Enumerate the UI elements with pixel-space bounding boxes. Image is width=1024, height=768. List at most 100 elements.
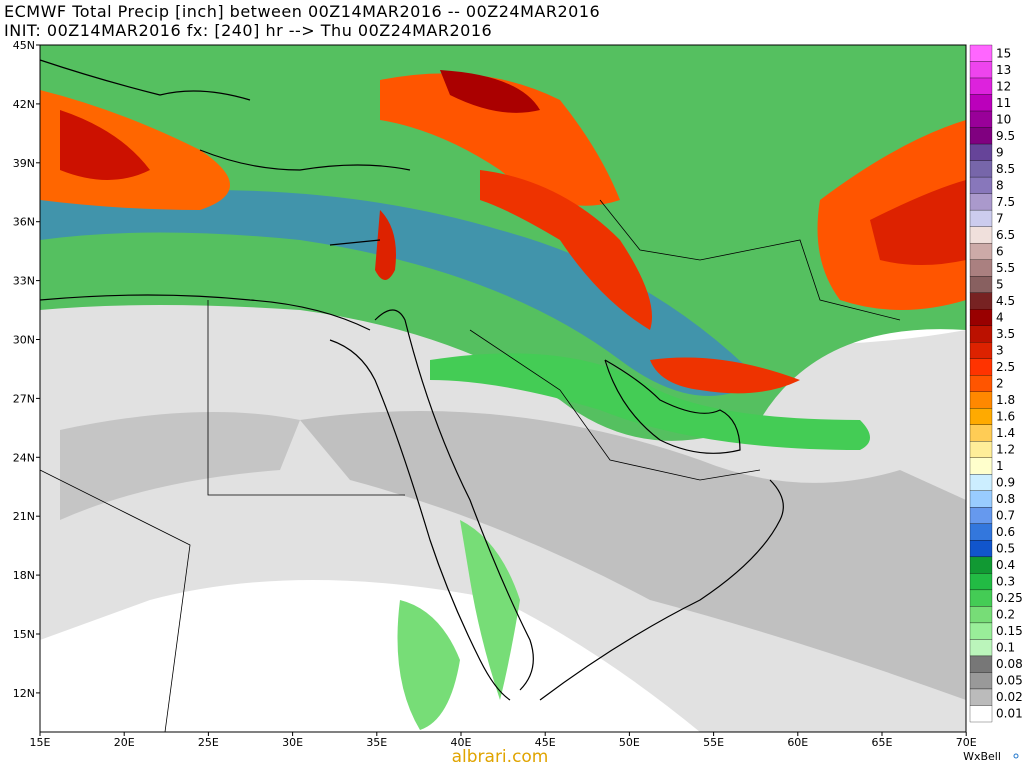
colorbar-swatch bbox=[969, 655, 993, 673]
colorbar-label: 5.5 bbox=[996, 261, 1015, 275]
lon-label: 70E bbox=[956, 736, 977, 749]
colorbar-label: 0.25 bbox=[996, 591, 1023, 605]
colorbar-swatch bbox=[969, 292, 993, 310]
colorbar-label: 8 bbox=[996, 178, 1004, 192]
colorbar-label: 1 bbox=[996, 459, 1004, 473]
lon-axis: 15E 20E 25E 30E 35E 40E 45E 50E 55E 60E 65E 70E bbox=[30, 732, 977, 749]
colorbar-swatch bbox=[969, 474, 993, 491]
colorbar-label: 0.02 bbox=[996, 690, 1023, 704]
colorbar-swatch bbox=[969, 408, 993, 425]
colorbar-swatch bbox=[969, 573, 993, 591]
colorbar-swatch bbox=[969, 309, 993, 326]
lon-label: 15E bbox=[30, 736, 51, 749]
colorbar-swatch bbox=[969, 556, 993, 574]
colorbar-label: 1.8 bbox=[996, 393, 1015, 407]
map-frame bbox=[39, 44, 967, 733]
colorbar-label: 12 bbox=[996, 79, 1011, 93]
colorbar-label: 0.6 bbox=[996, 525, 1015, 539]
colorbar-swatch bbox=[969, 540, 993, 558]
colorbar-swatch bbox=[969, 589, 993, 607]
colorbar-swatch bbox=[969, 61, 993, 79]
colorbar-label: 2 bbox=[996, 377, 1004, 391]
colorbar-swatch bbox=[969, 672, 993, 690]
colorbar-label: 0.4 bbox=[996, 558, 1015, 572]
colorbar-label: 15 bbox=[996, 46, 1011, 60]
colorbar-label: 6.5 bbox=[996, 228, 1015, 242]
colorbar-swatch bbox=[969, 143, 993, 161]
colorbar-label: 0.9 bbox=[996, 476, 1015, 490]
colorbar-label: 5 bbox=[996, 277, 1004, 291]
colorbar-swatch bbox=[969, 44, 993, 62]
colorbar-swatch bbox=[969, 193, 993, 211]
lat-axis: 45N 42N 39N 36N 33N 30N 27N 24N 21N 18N 15N 12N bbox=[13, 39, 40, 700]
colorbar-label: 1.4 bbox=[996, 426, 1015, 440]
lon-label: 50E bbox=[619, 736, 640, 749]
colorbar-label: 13 bbox=[996, 63, 1011, 77]
lat-label: 21N bbox=[13, 510, 35, 523]
lat-label: 42N bbox=[13, 98, 35, 111]
colorbar-swatch bbox=[969, 176, 993, 194]
colorbar-swatch bbox=[969, 441, 993, 458]
colorbar-swatch bbox=[969, 259, 993, 277]
colorbar-label: 1.6 bbox=[996, 410, 1015, 424]
brand-icon bbox=[1013, 753, 1019, 759]
colorbar-swatch bbox=[969, 94, 993, 112]
coastlines bbox=[39, 59, 784, 701]
colorbar-swatch bbox=[969, 424, 993, 442]
watermark: albrari.com bbox=[452, 747, 549, 767]
colorbar-label: 0.8 bbox=[996, 492, 1015, 506]
colorbar-swatch bbox=[969, 705, 993, 723]
colorbar: 15131211109.598.587.576.565.554.543.532.… bbox=[969, 44, 1023, 723]
colorbar-swatch bbox=[969, 490, 993, 508]
colorbar-swatch bbox=[969, 276, 993, 293]
lon-label: 30E bbox=[282, 736, 303, 749]
brand: WxBell bbox=[963, 750, 1001, 763]
colorbar-label: 0.05 bbox=[996, 674, 1023, 688]
lat-label: 18N bbox=[13, 569, 35, 582]
lat-label: 15N bbox=[13, 628, 35, 641]
colorbar-label: 3.5 bbox=[996, 327, 1015, 341]
colorbar-swatch bbox=[969, 622, 993, 640]
colorbar-label: 7.5 bbox=[996, 195, 1015, 209]
lat-label: 45N bbox=[13, 39, 35, 52]
lon-label: 20E bbox=[114, 736, 135, 749]
colorbar-label: 11 bbox=[996, 96, 1011, 110]
colorbar-swatch bbox=[969, 523, 993, 541]
colorbar-swatch bbox=[969, 507, 993, 525]
lat-label: 27N bbox=[13, 392, 35, 405]
lat-label: 39N bbox=[13, 157, 35, 170]
colorbar-label: 3 bbox=[996, 343, 1004, 357]
colorbar-swatch bbox=[969, 110, 993, 128]
colorbar-label: 1.2 bbox=[996, 443, 1015, 457]
colorbar-label: 0.3 bbox=[996, 575, 1015, 589]
colorbar-swatch bbox=[969, 325, 993, 343]
colorbar-label: 4.5 bbox=[996, 294, 1015, 308]
colorbar-swatch bbox=[969, 127, 993, 145]
colorbar-label: 0.01 bbox=[996, 707, 1023, 721]
borders bbox=[39, 199, 901, 733]
colorbar-label: 9 bbox=[996, 145, 1004, 159]
colorbar-swatch bbox=[969, 342, 993, 359]
colorbar-swatch bbox=[969, 639, 993, 657]
lon-label: 45E bbox=[535, 736, 556, 749]
precip-field bbox=[40, 45, 966, 732]
lat-label: 24N bbox=[13, 451, 35, 464]
colorbar-label: 4 bbox=[996, 310, 1004, 324]
colorbar-label: 0.5 bbox=[996, 542, 1015, 556]
colorbar-label: 6 bbox=[996, 244, 1004, 258]
colorbar-swatch bbox=[969, 209, 993, 227]
lat-label: 33N bbox=[13, 275, 35, 288]
colorbar-label: 0.15 bbox=[996, 624, 1023, 638]
colorbar-label: 0.2 bbox=[996, 608, 1015, 622]
lon-label: 65E bbox=[872, 736, 893, 749]
lon-label: 35E bbox=[366, 736, 387, 749]
colorbar-label: 7 bbox=[996, 211, 1004, 225]
subtitle: INIT: 00Z14MAR2016 fx: [240] hr --> Thu … bbox=[4, 21, 493, 40]
colorbar-label: 10 bbox=[996, 112, 1011, 126]
lon-label: 60E bbox=[787, 736, 808, 749]
colorbar-swatch bbox=[969, 242, 993, 260]
lon-label: 25E bbox=[198, 736, 219, 749]
lat-label: 30N bbox=[13, 334, 35, 347]
lon-label: 55E bbox=[703, 736, 724, 749]
